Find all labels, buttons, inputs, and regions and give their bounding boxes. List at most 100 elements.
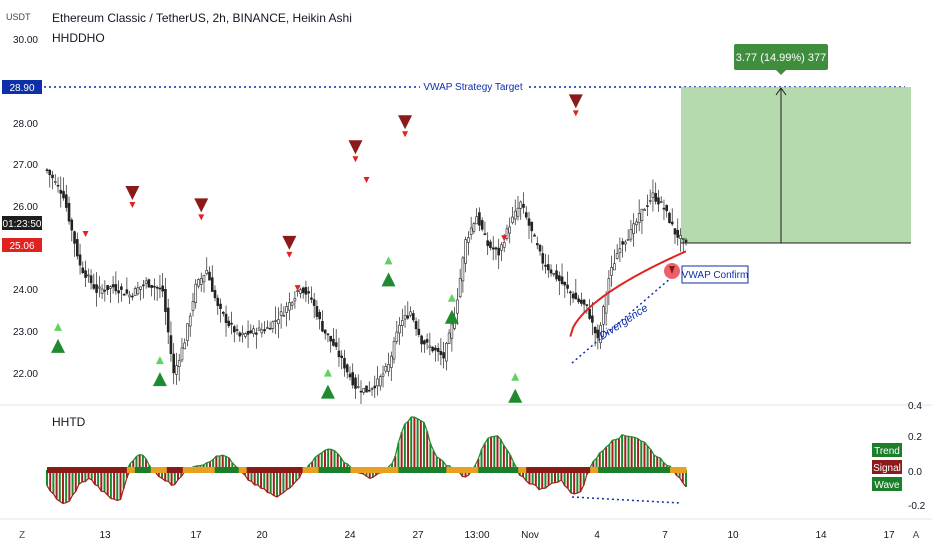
- candle-body: [362, 388, 366, 393]
- candle-body: [434, 347, 437, 351]
- candle-body: [613, 263, 616, 271]
- candle-body: [277, 319, 280, 324]
- trend-ribbon-segment: [462, 467, 471, 473]
- candle-body: [343, 357, 346, 369]
- trend-ribbon-segment: [382, 467, 391, 473]
- trend-ribbon-segment: [614, 467, 623, 473]
- time-tick: 17: [883, 530, 895, 541]
- signals-layer: [51, 94, 583, 403]
- candle-body: [332, 338, 335, 346]
- trend-ribbon-segment: [654, 467, 663, 473]
- candle-body: [205, 270, 209, 275]
- candle-body: [161, 285, 164, 292]
- trend-ribbon-segment: [198, 467, 208, 473]
- candle-body: [552, 272, 556, 275]
- sell-signal-small: [286, 251, 293, 258]
- candle-body: [423, 340, 426, 345]
- candle-body: [530, 221, 534, 232]
- trend-ribbon-segment: [70, 467, 80, 473]
- trend-ribbon-segment: [606, 467, 615, 473]
- trend-badge: [872, 443, 902, 457]
- candle-body: [120, 286, 123, 290]
- sell-signal-small: [82, 231, 89, 238]
- candle-body: [406, 315, 410, 319]
- candle-body: [403, 315, 407, 320]
- candle-body: [310, 297, 313, 300]
- candle-body: [582, 299, 586, 305]
- time-tick: 10: [727, 530, 739, 541]
- candle-body: [188, 315, 192, 327]
- candle-body: [210, 277, 214, 292]
- candle-body: [522, 203, 525, 208]
- time-axis-left-button[interactable]: Z: [19, 530, 25, 541]
- signal-badge-label: Signal: [873, 463, 901, 474]
- candle-body: [131, 295, 134, 298]
- candle-body: [615, 253, 619, 259]
- candle-body: [147, 279, 151, 288]
- candle-body: [524, 212, 528, 218]
- trend-ribbon-segment: [638, 467, 647, 473]
- candle-body: [345, 364, 349, 373]
- time-axis[interactable]: Z 13 17 20 24 27 13:00 Nov 4 7 10 14 17 …: [19, 530, 920, 541]
- sub-indicator-label[interactable]: HHTD: [52, 415, 86, 429]
- candle-body: [535, 243, 539, 246]
- candle-body: [252, 328, 255, 334]
- candle-body: [70, 219, 74, 231]
- candle-body: [59, 189, 63, 194]
- candle-body: [266, 327, 269, 329]
- trend-ribbon-segment: [406, 467, 415, 473]
- candle-body: [673, 228, 677, 235]
- buy-signal-marker: [51, 338, 66, 353]
- candle-body: [508, 226, 512, 234]
- candle-body: [172, 353, 175, 374]
- time-tick: Nov: [521, 530, 539, 541]
- trend-ribbon-segment: [630, 467, 639, 473]
- candle-body: [84, 270, 87, 278]
- candle-body: [73, 231, 76, 244]
- sell-signal-small: [352, 156, 359, 163]
- trend-ribbon-segment: [222, 467, 232, 473]
- trend-ribbon-segment: [558, 467, 567, 473]
- trend-ribbon-segment: [118, 467, 128, 473]
- candle-body: [428, 345, 432, 348]
- candle-body: [378, 376, 382, 387]
- time-axis-right-button[interactable]: A: [913, 530, 920, 541]
- candle-body: [219, 303, 222, 310]
- candle-body: [351, 372, 355, 386]
- trend-ribbon-segment: [254, 467, 264, 473]
- sell-signal-marker: [125, 185, 140, 200]
- candle-body: [337, 350, 341, 358]
- candle-body: [48, 169, 52, 176]
- candle-body: [191, 301, 195, 311]
- candle-body: [610, 267, 613, 276]
- buy-signal-small: [511, 372, 520, 381]
- trend-ribbon-segment: [622, 467, 631, 473]
- candle-body: [502, 242, 506, 248]
- candle-body: [456, 299, 459, 314]
- trend-ribbon-segment: [94, 467, 104, 473]
- trend-ribbon-segment: [230, 467, 240, 473]
- time-tick: 14: [815, 530, 827, 541]
- candle-body: [304, 287, 308, 295]
- candle-body: [511, 216, 514, 223]
- trend-ribbon-segment: [174, 467, 184, 473]
- trend-ribbon-segment: [278, 467, 288, 473]
- projection-box[interactable]: [681, 87, 911, 243]
- trend-ribbon-segment: [318, 467, 328, 473]
- sell-signal-small: [402, 131, 409, 138]
- main-indicator-label[interactable]: HHDDHO: [52, 31, 105, 45]
- time-tick: 20: [256, 530, 268, 541]
- candle-body: [271, 321, 275, 329]
- trend-ribbon-segment: [598, 467, 607, 473]
- candle-body: [497, 247, 501, 256]
- trend-ribbon-segment: [526, 467, 535, 473]
- measure-arrow-head: [775, 87, 787, 96]
- price-axis[interactable]: 30.00 28.00 27.00 26.00 24.00 23.00 22.0…: [13, 35, 38, 380]
- osc-tick: 0.2: [908, 432, 922, 443]
- candle-body: [648, 200, 652, 202]
- candle-body: [668, 212, 671, 223]
- candle-body: [114, 284, 118, 292]
- chart-title: Ethereum Classic / TetherUS, 2h, BINANCE…: [52, 11, 352, 25]
- candle-body: [591, 315, 594, 323]
